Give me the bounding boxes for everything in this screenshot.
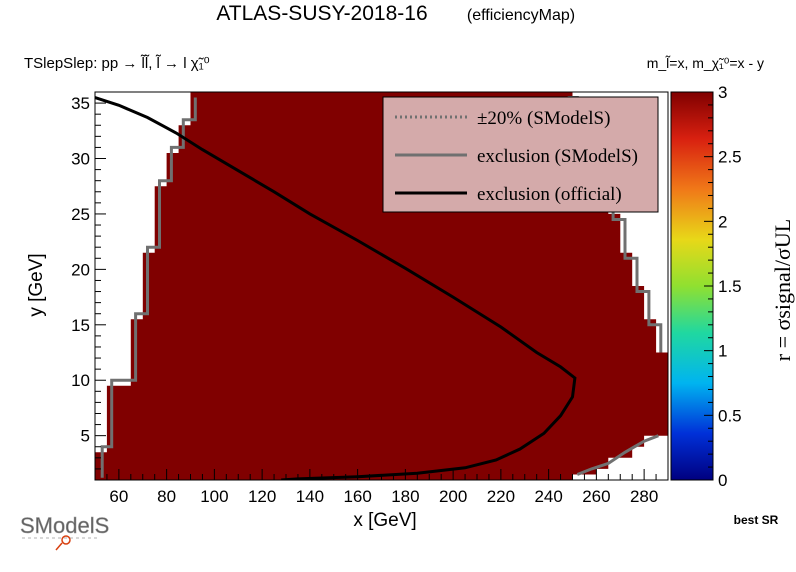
z-tick-label: 1.5: [718, 277, 742, 296]
smodels-logo-text: SModelS: [20, 513, 109, 538]
logo-ring-icon: [61, 535, 71, 545]
exclusion-smodels-bottom: [576, 434, 659, 476]
x-tick-label: 180: [391, 487, 419, 506]
y-tick-label: 10: [71, 371, 90, 390]
y-tick-label: 5: [81, 427, 90, 446]
y-tick-label: 15: [71, 316, 90, 335]
x-axis-label: x [GeV]: [353, 510, 416, 531]
z-tick-label: 0: [718, 471, 727, 490]
z-tick-label: 2.5: [718, 148, 742, 167]
x-tick-label: 120: [248, 487, 276, 506]
legend-item-20pct: ±20% (SModelS): [477, 108, 610, 129]
exclusion-smodels-left: [100, 97, 197, 478]
color-bar-label: r = σsignal/σUL: [770, 219, 795, 361]
x-tick-label: 280: [630, 487, 658, 506]
legend-item-smodels: exclusion (SModelS): [477, 146, 638, 167]
x-tick-label: 260: [582, 487, 610, 506]
x-tick-label: 60: [109, 487, 128, 506]
y-tick-label: 20: [71, 260, 90, 279]
x-tick-label: 240: [534, 487, 562, 506]
z-tick-label: 0.5: [718, 406, 742, 425]
mass-relation: m_l̃=x, m_χ̃₁⁰=x - y: [647, 54, 764, 71]
x-tick-label: 220: [487, 487, 515, 506]
best-sr-label: best SR: [734, 513, 779, 527]
chart-subtitle: (efficiencyMap): [467, 7, 575, 24]
x-tick-label: 160: [343, 487, 371, 506]
x-tick-label: 80: [157, 487, 176, 506]
chart-title: ATLAS-SUSY-2018-16: [216, 2, 427, 25]
exclusion-official: [95, 96, 577, 480]
y-tick-label: 30: [71, 150, 90, 169]
process-label: TSlepSlep: pp → l̃l̃, l̃ → l χ̃₁⁰: [24, 54, 210, 72]
color-bar-ticks: 0 0.5 1 1.5 2 2.5 3: [704, 83, 742, 490]
y-axis-label: y [GeV]: [26, 253, 47, 316]
x-axis-ticks: 60 80 100 120 140 160 180 200 220 240 260 280: [94, 469, 669, 506]
z-tick-label: 1: [718, 342, 727, 361]
legend-item-official: exclusion (official): [477, 184, 622, 205]
y-tick-label: 25: [71, 205, 90, 224]
x-tick-label: 200: [439, 487, 467, 506]
z-tick-label: 3: [718, 83, 727, 102]
z-tick-label: 2: [718, 212, 727, 231]
legend: ±20% (SModelS) exclusion (SModelS) exclu…: [382, 96, 659, 213]
smodels-logo: SModelS: [20, 513, 110, 551]
x-tick-label: 140: [296, 487, 324, 506]
y-axis-ticks: 5 10 15 20 25 30 35: [71, 91, 106, 481]
x-tick-label: 100: [200, 487, 228, 506]
y-tick-label: 35: [71, 94, 90, 113]
